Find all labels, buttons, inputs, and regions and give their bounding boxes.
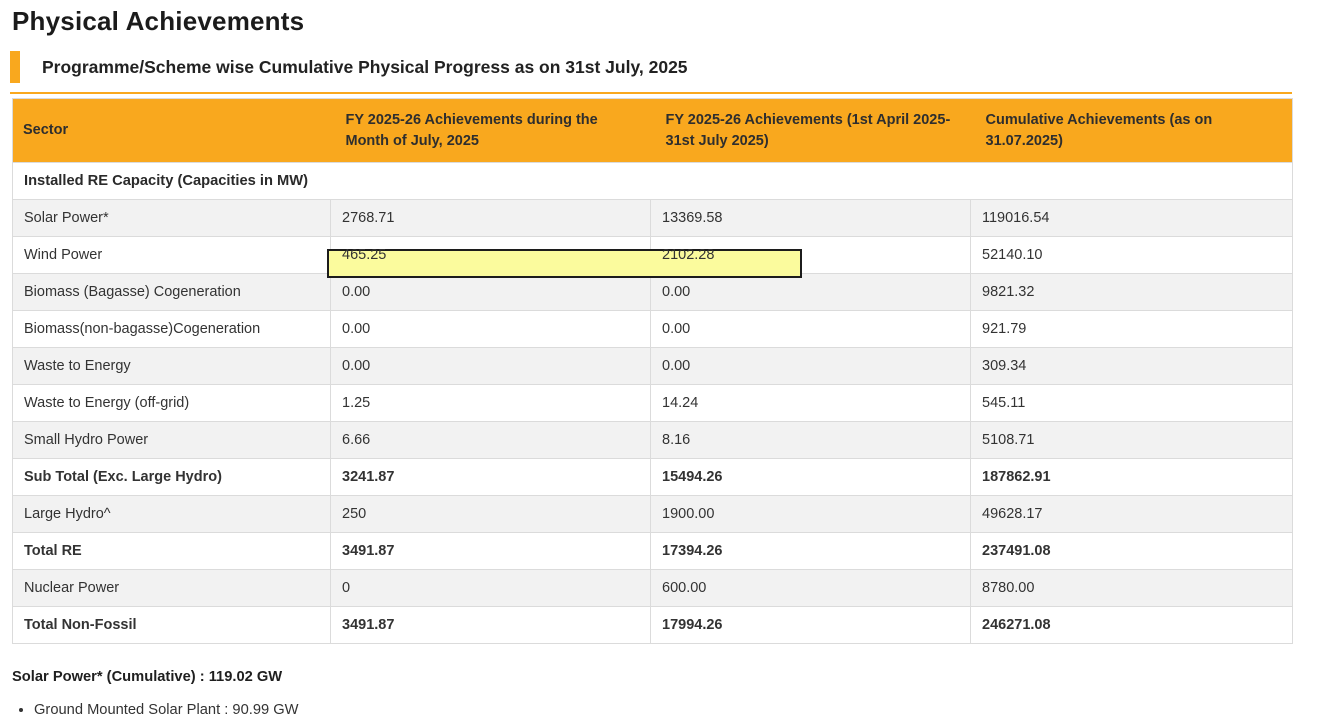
column-header-sector: Sector — [12, 98, 331, 163]
subtitle-text: Programme/Scheme wise Cumulative Physica… — [42, 57, 688, 77]
physical-achievements-page: Physical Achievements Programme/Scheme w… — [0, 6, 1318, 720]
footnote-heading: Solar Power* (Cumulative) : 119.02 GW — [12, 669, 283, 685]
section-header-row: Installed RE Capacity (Capacities in MW) — [12, 162, 1293, 200]
footnote-bullet: Ground Mounted Solar Plant : 90.99 GW — [34, 700, 1318, 720]
column-header-fy-achievements: FY 2025-26 Achievements (1st April 2025-… — [650, 98, 971, 163]
table-row-subtotal: Sub Total (Exc. Large Hydro) 3241.87 154… — [12, 458, 1293, 496]
table-row: Solar Power* 2768.71 13369.58 119016.54 — [12, 199, 1293, 237]
table-row: Biomass(non-bagasse)Cogeneration 0.00 0.… — [12, 310, 1293, 348]
subtitle-accent-bar — [10, 51, 20, 83]
column-header-cumulative-achievements: Cumulative Achievements (as on 31.07.202… — [970, 98, 1293, 163]
table-row: Large Hydro^ 250 1900.00 49628.17 — [12, 495, 1293, 533]
achievements-table: Sector FY 2025-26 Achievements during th… — [12, 98, 1293, 644]
table-row: Small Hydro Power 6.66 8.16 5108.71 — [12, 421, 1293, 459]
table-row: Waste to Energy (off-grid) 1.25 14.24 54… — [12, 384, 1293, 422]
footnote-list: Ground Mounted Solar Plant : 90.99 GW — [0, 700, 1318, 720]
section-subtitle: Programme/Scheme wise Cumulative Physica… — [10, 51, 1292, 94]
table-row: Waste to Energy 0.00 0.00 309.34 — [12, 347, 1293, 385]
column-header-month-achievements: FY 2025-26 Achievements during the Month… — [330, 98, 651, 163]
table-row-highlighted: Wind Power 465.25 2102.28 52140.10 — [12, 236, 1293, 274]
table-row-total-re: Total RE 3491.87 17394.26 237491.08 — [12, 532, 1293, 570]
table-row-total-non-fossil: Total Non-Fossil 3491.87 17994.26 246271… — [12, 606, 1293, 644]
table-row: Biomass (Bagasse) Cogeneration 0.00 0.00… — [12, 273, 1293, 311]
table-row: Nuclear Power 0 600.00 8780.00 — [12, 569, 1293, 607]
page-title: Physical Achievements — [12, 6, 305, 36]
table-header-row: Sector FY 2025-26 Achievements during th… — [12, 98, 1293, 163]
